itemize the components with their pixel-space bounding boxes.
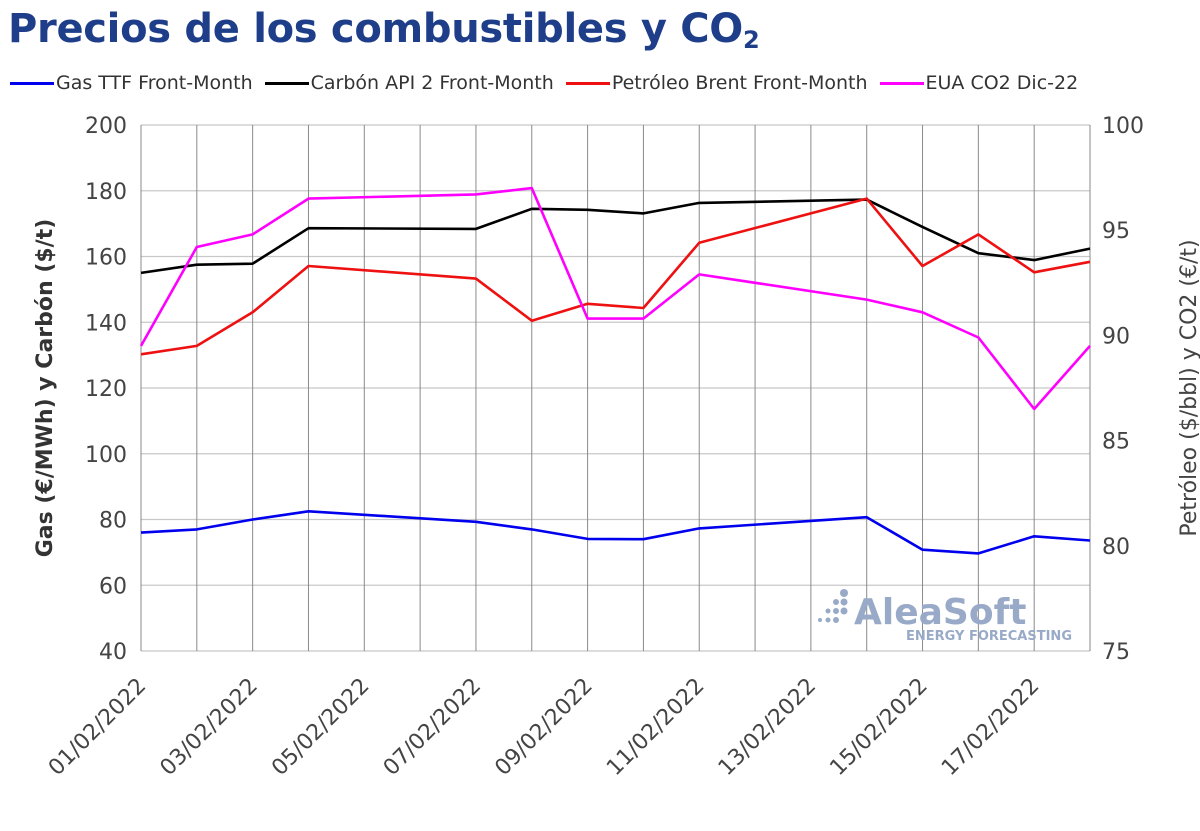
legend-swatch-carbon <box>264 81 309 85</box>
y-tick-left: 140 <box>85 311 127 336</box>
y-tick-left: 160 <box>85 246 127 271</box>
x-tick-label: 05/02/2022 <box>267 674 374 781</box>
y-axis-title-left: Gas (€/MWh) y Carbón ($/t) <box>33 219 58 558</box>
series-line-gas <box>140 509 1091 555</box>
watermark-brand: AleaSoft <box>854 592 1026 633</box>
y-tick-right: 100 <box>1102 114 1144 139</box>
legend: Gas TTF Front-Month Carbón API 2 Front-M… <box>10 72 1078 94</box>
logo-dot <box>833 608 839 614</box>
legend-swatch-co2 <box>879 81 924 85</box>
y-tick-right: 90 <box>1102 324 1130 349</box>
watermark-tagline: ENERGY FORECASTING <box>906 629 1072 644</box>
logo-dot <box>825 617 831 623</box>
x-tick-label: 15/02/2022 <box>825 674 932 781</box>
legend-label-carbon: Carbón API 2 Front-Month <box>310 72 554 94</box>
y-tick-left: 40 <box>99 640 127 665</box>
x-tick-label: 17/02/2022 <box>937 674 1044 781</box>
y-tick-left: 200 <box>85 114 127 139</box>
legend-swatch-brent <box>565 81 610 85</box>
y-tick-left: 60 <box>99 574 127 599</box>
y-tick-right: 85 <box>1102 430 1130 455</box>
logo-dot <box>825 608 831 614</box>
series-line-brent <box>140 197 1091 356</box>
logo-dot <box>840 607 848 615</box>
legend-item-gas: Gas TTF Front-Month <box>10 72 253 94</box>
legend-item-co2: EUA CO2 Dic-22 <box>879 72 1079 94</box>
series-line-co2 <box>139 186 1091 411</box>
x-tick-label: 13/02/2022 <box>714 674 821 781</box>
logo-dot <box>818 618 822 622</box>
legend-swatch-gas <box>10 81 54 85</box>
series-line-carbon <box>140 198 1091 275</box>
logo-dot <box>833 617 839 623</box>
y-axis-title-right: Petróleo ($/bbl) y CO2 (€/t) <box>1177 239 1200 536</box>
y-tick-left: 100 <box>85 443 127 468</box>
chart-title: Precios de los combustibles y CO2 <box>8 6 760 54</box>
legend-label-brent: Petróleo Brent Front-Month <box>611 72 868 94</box>
x-tick-label: 03/02/2022 <box>156 674 263 781</box>
y-tick-right: 95 <box>1102 219 1130 244</box>
logo-dot <box>840 589 848 597</box>
logo-dot <box>840 598 848 606</box>
x-tick-label: 09/02/2022 <box>490 674 597 781</box>
y-tick-right: 80 <box>1102 535 1130 560</box>
x-tick-label: 11/02/2022 <box>602 674 709 781</box>
y-tick-right: 75 <box>1102 640 1130 665</box>
legend-label-co2: EUA CO2 Dic-22 <box>925 72 1079 94</box>
y-tick-left: 120 <box>85 377 127 402</box>
x-tick-label: 07/02/2022 <box>379 674 486 781</box>
y-tick-left: 80 <box>99 509 127 534</box>
logo-dot <box>833 599 839 605</box>
legend-label-gas: Gas TTF Front-Month <box>56 72 253 94</box>
legend-item-carbon: Carbón API 2 Front-Month <box>264 72 554 94</box>
y-tick-left: 180 <box>85 180 127 205</box>
legend-item-brent: Petróleo Brent Front-Month <box>565 72 868 94</box>
x-tick-label: 01/02/2022 <box>44 674 151 781</box>
